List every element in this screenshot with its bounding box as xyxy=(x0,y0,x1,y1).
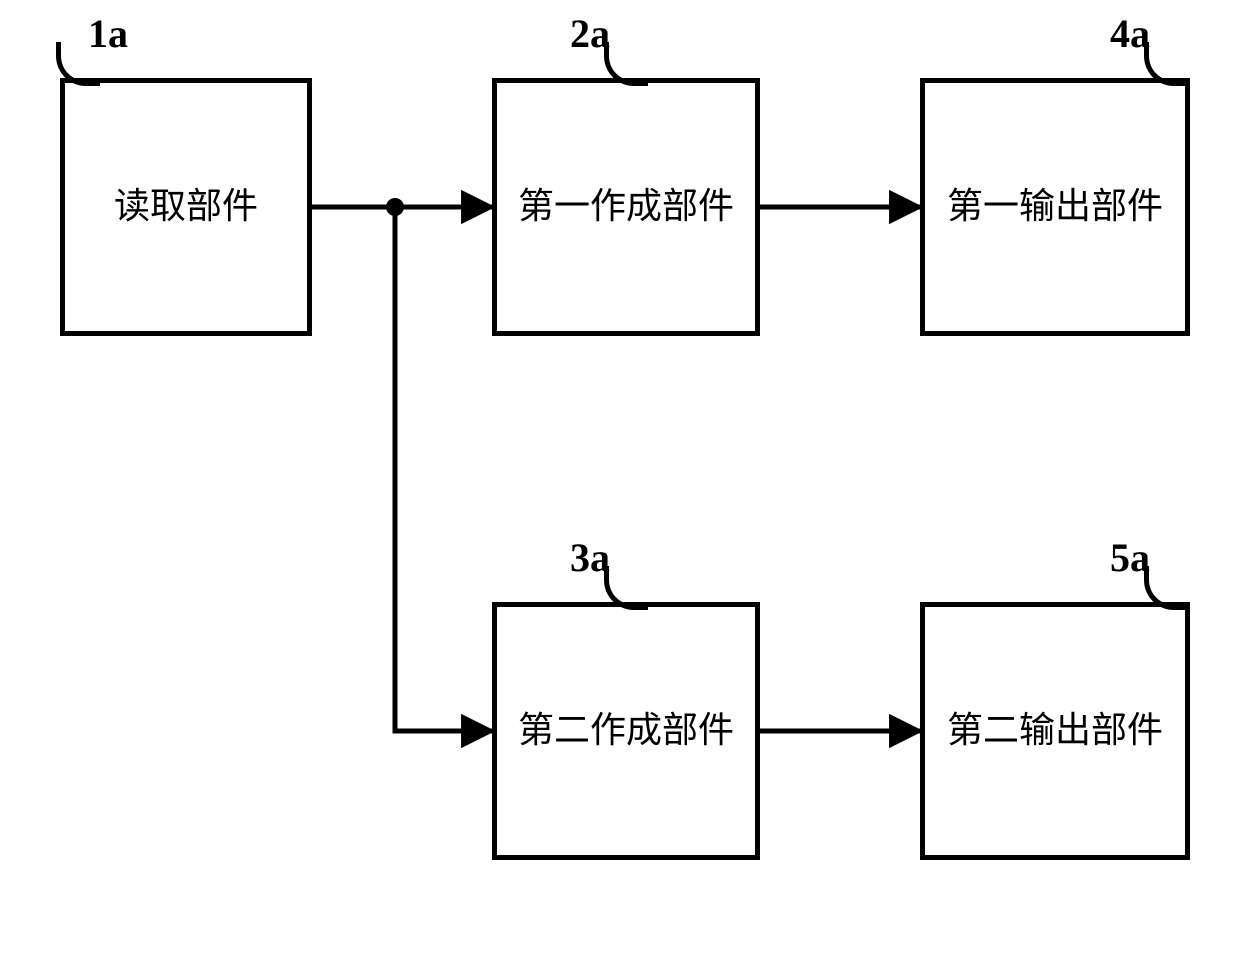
ref-label-n1: 1a xyxy=(88,10,128,57)
edge-junction-n3 xyxy=(395,207,492,731)
node-label-n4: 第一输出部件 xyxy=(943,181,1167,232)
ref-label-n4: 4a xyxy=(1110,10,1150,57)
ref-label-n2: 2a xyxy=(570,10,610,57)
flowchart-diagram: 读取部件 第一作成部件第二作成部件 第一输出部件第二输出部件 1a 2a 3a 4a 5a xyxy=(0,0,1239,967)
junction-dot xyxy=(386,198,404,216)
ref-label-n5: 5a xyxy=(1110,534,1150,581)
node-label-n3: 第二作成部件 xyxy=(514,705,738,756)
node-n1: 读取部件 xyxy=(60,78,312,336)
node-n2: 第一作成部件 xyxy=(492,78,760,336)
node-label-n5: 第二输出部件 xyxy=(943,705,1167,756)
node-n5: 第二输出部件 xyxy=(920,602,1190,860)
node-n3: 第二作成部件 xyxy=(492,602,760,860)
node-label-n1: 读取部件 xyxy=(110,181,262,232)
ref-label-n3: 3a xyxy=(570,534,610,581)
node-n4: 第一输出部件 xyxy=(920,78,1190,336)
node-label-n2: 第一作成部件 xyxy=(514,181,738,232)
